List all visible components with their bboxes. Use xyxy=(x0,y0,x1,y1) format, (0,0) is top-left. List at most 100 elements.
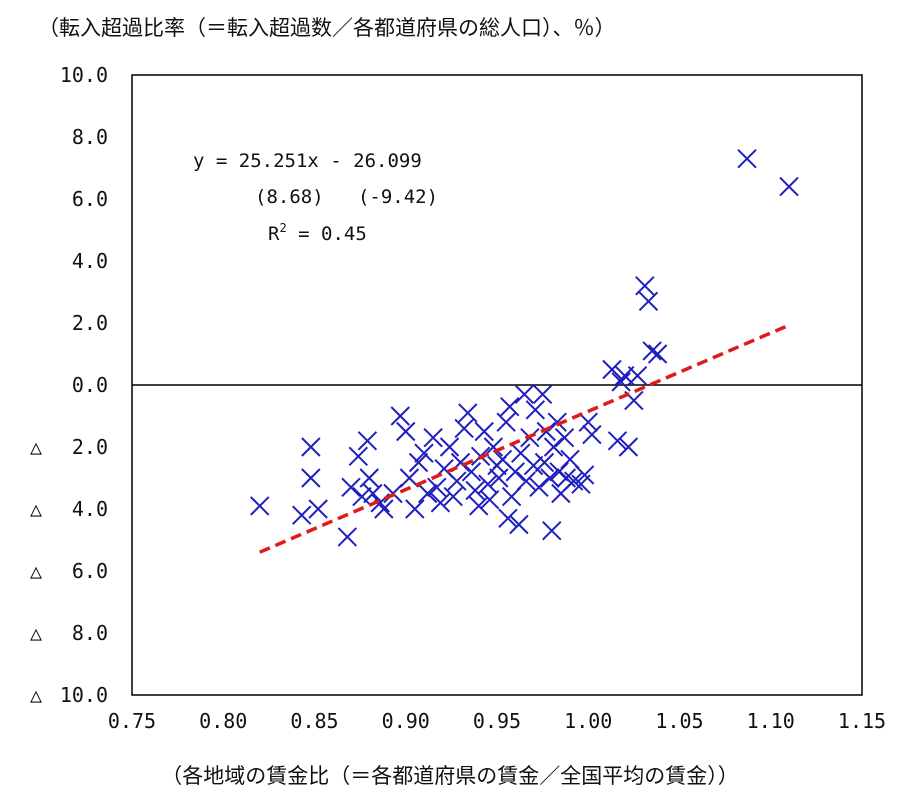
scatter-points xyxy=(250,148,799,547)
data-point-stroke xyxy=(250,496,270,516)
data-point xyxy=(501,486,522,507)
data-point-stroke xyxy=(478,474,498,494)
y-tick-label: 2.0 xyxy=(72,311,108,335)
data-point xyxy=(505,462,525,482)
data-point xyxy=(647,344,668,364)
data-point-stroke xyxy=(543,437,564,457)
data-point xyxy=(359,468,379,488)
data-point-stroke xyxy=(423,427,443,448)
y-tick-label: 6.0 xyxy=(72,559,108,583)
data-point xyxy=(642,341,662,361)
data-point-stroke xyxy=(414,443,434,463)
data-point xyxy=(779,176,799,197)
data-point xyxy=(635,276,655,296)
data-point-stroke xyxy=(374,499,394,519)
data-point xyxy=(478,474,498,494)
data-point-stroke xyxy=(505,462,525,482)
y-tick-mark-triangle: △ xyxy=(30,559,42,583)
data-point xyxy=(532,384,553,405)
data-point-stroke xyxy=(417,483,438,504)
data-point xyxy=(529,477,549,498)
data-point-stroke xyxy=(509,514,529,535)
data-point-stroke xyxy=(624,390,644,411)
data-point-stroke xyxy=(439,437,460,457)
x-tick-label: 0.90 xyxy=(382,709,430,733)
data-point xyxy=(352,486,372,507)
data-point-stroke xyxy=(737,148,757,169)
data-point xyxy=(465,480,485,501)
data-point-stroke xyxy=(447,471,467,491)
r2-superscript: 2 xyxy=(279,221,286,235)
y-tick-label: 10.0 xyxy=(60,63,108,87)
data-point-stroke xyxy=(465,480,485,501)
data-point-stroke xyxy=(560,449,580,470)
data-point-stroke xyxy=(556,468,577,488)
data-point xyxy=(525,400,546,420)
y-tick-mark-triangle: △ xyxy=(30,683,42,707)
data-point xyxy=(489,468,509,488)
data-point-stroke xyxy=(578,412,598,432)
data-point-stroke xyxy=(489,468,509,488)
data-point xyxy=(474,421,494,442)
data-point-stroke xyxy=(390,406,410,426)
data-point xyxy=(337,527,358,547)
data-point xyxy=(554,427,575,448)
data-point-stroke xyxy=(554,427,575,448)
data-point-stroke xyxy=(399,468,420,488)
data-point-stroke xyxy=(498,508,518,529)
x-tick-label: 0.85 xyxy=(290,709,338,733)
data-point xyxy=(396,421,416,442)
x-axis: 0.75 0.80 0.85 0.90 0.95 1.00 1.05 1.10 1.15 xyxy=(108,709,886,733)
data-point xyxy=(301,437,321,457)
data-point-stroke xyxy=(479,489,500,510)
data-point xyxy=(469,496,489,516)
data-point-stroke xyxy=(618,437,639,457)
y-axis-label: （転入超過比率（＝転入超過数／各都道府県の総人口）、％） xyxy=(38,16,616,40)
data-point xyxy=(542,520,562,541)
data-point xyxy=(357,431,378,451)
data-point xyxy=(498,508,518,529)
data-point-stroke xyxy=(602,359,622,380)
data-point xyxy=(543,437,564,457)
data-point-stroke xyxy=(408,452,429,473)
data-point-stroke xyxy=(357,431,378,451)
data-point xyxy=(443,486,463,507)
data-point xyxy=(514,384,535,405)
data-point xyxy=(250,496,270,516)
data-point-stroke xyxy=(536,421,556,442)
data-point-stroke xyxy=(341,477,361,498)
data-point-stroke xyxy=(501,486,522,507)
data-point xyxy=(301,468,321,488)
data-point-stroke xyxy=(542,520,562,541)
data-point-stroke xyxy=(534,452,555,473)
data-point xyxy=(574,465,595,485)
data-point xyxy=(408,452,429,473)
data-point-stroke xyxy=(525,400,546,420)
data-point xyxy=(399,468,420,488)
data-point-stroke xyxy=(292,505,312,525)
data-point xyxy=(556,468,577,488)
data-point xyxy=(341,477,361,498)
data-point xyxy=(737,148,757,169)
data-point xyxy=(536,421,556,442)
y-tick-label: 8.0 xyxy=(72,621,108,645)
data-point xyxy=(479,489,500,510)
data-point-stroke xyxy=(642,341,662,361)
x-axis-label: （各地域の賃金比（＝各都道府県の賃金／全国平均の賃金）） xyxy=(161,764,739,788)
data-point xyxy=(348,446,369,467)
regression-equation: y = 25.251x - 26.099 xyxy=(193,150,422,172)
data-point xyxy=(516,471,536,491)
data-point xyxy=(582,424,602,445)
data-point-stroke xyxy=(516,471,536,491)
y-tick-label: 4.0 xyxy=(72,249,108,273)
x-tick-label: 1.00 xyxy=(564,709,612,733)
y-tick-mark-triangle: △ xyxy=(30,435,42,459)
data-point-stroke xyxy=(532,384,553,405)
data-point-stroke xyxy=(396,421,416,442)
data-point xyxy=(523,455,544,476)
y-tick-label: 0.0 xyxy=(72,373,108,397)
data-point xyxy=(308,499,328,519)
data-point-stroke xyxy=(529,477,549,498)
regression-tstats: (8.68) (-9.42) xyxy=(255,186,438,208)
